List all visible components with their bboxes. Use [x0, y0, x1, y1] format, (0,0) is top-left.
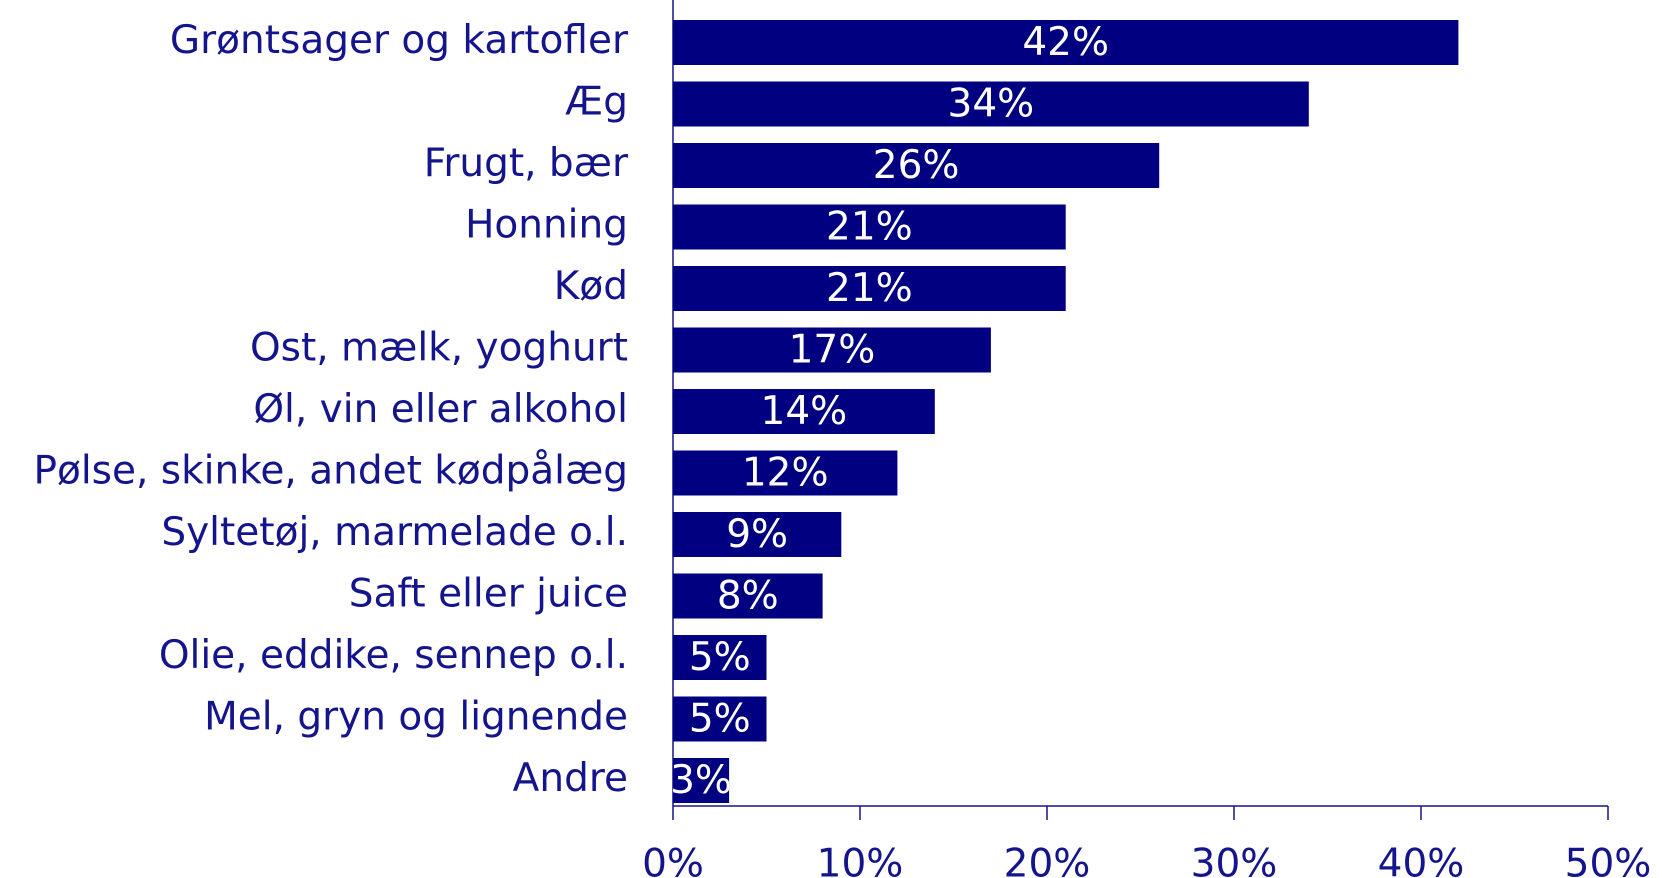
category-label: Øl, vin eller alkohol	[253, 387, 628, 432]
x-tick-label: 30%	[1191, 842, 1278, 878]
category-label: Syltetøj, marmelade o.l.	[161, 510, 628, 555]
bar	[673, 204, 1066, 250]
value-label: 34%	[948, 82, 1035, 127]
value-label: 9%	[726, 512, 788, 557]
x-tick-label: 40%	[1378, 842, 1465, 878]
x-tick-label: 50%	[1565, 842, 1652, 878]
bar	[673, 696, 767, 742]
value-label: 8%	[717, 574, 779, 619]
value-label: 5%	[689, 635, 751, 680]
bar	[673, 327, 991, 373]
category-label: Pølse, skinke, andet kødpålæg	[33, 449, 628, 494]
bar	[673, 266, 1066, 311]
bar	[673, 81, 1309, 127]
category-label: Grøntsager og kartofler	[170, 18, 629, 63]
value-label: 21%	[826, 266, 913, 311]
value-label: 42%	[1022, 20, 1109, 65]
bar	[673, 758, 730, 803]
bar	[673, 635, 767, 680]
value-label: 26%	[873, 143, 960, 188]
category-label: Honning	[465, 203, 628, 248]
category-label: Andre	[513, 756, 628, 801]
category-label: Olie, eddike, sennep o.l.	[159, 633, 628, 678]
x-tick-label: 0%	[642, 842, 704, 878]
value-label: 5%	[689, 697, 751, 742]
value-label: 14%	[761, 389, 848, 434]
value-label: 3%	[670, 758, 732, 803]
value-label: 17%	[789, 328, 876, 373]
category-label: Frugt, bær	[424, 141, 629, 186]
bar	[673, 512, 842, 557]
bar	[673, 143, 1160, 188]
x-tick-label: 20%	[1004, 842, 1091, 878]
bar	[673, 20, 1459, 65]
x-tick-label: 10%	[817, 842, 904, 878]
value-label: 21%	[826, 205, 913, 250]
category-label: Ost, mælk, yoghurt	[250, 326, 628, 371]
bar	[673, 389, 935, 434]
value-label: 12%	[742, 451, 829, 496]
bar	[673, 450, 898, 496]
category-label: Saft eller juice	[349, 572, 628, 617]
bar	[673, 573, 823, 619]
category-label: Mel, gryn og lignende	[204, 695, 628, 740]
category-label: Æg	[565, 80, 628, 125]
category-label: Kød	[554, 264, 628, 309]
